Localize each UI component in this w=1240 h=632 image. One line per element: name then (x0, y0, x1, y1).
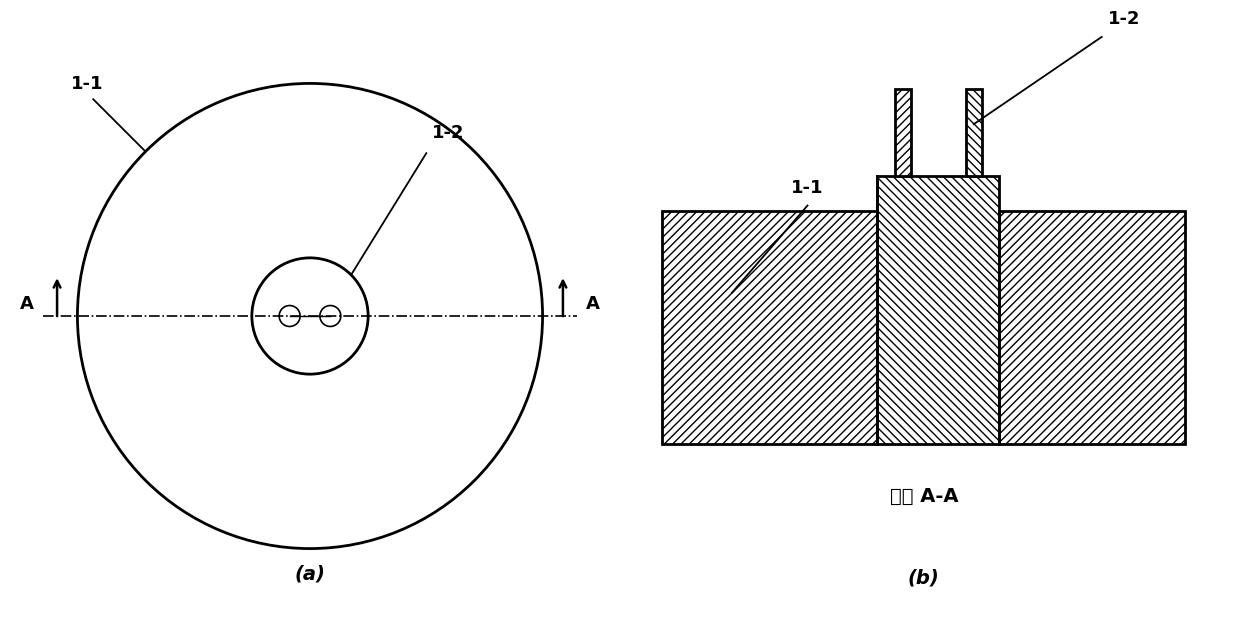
Text: (b): (b) (908, 568, 940, 587)
Bar (877, 176, 999, 444)
Bar (966, 89, 982, 176)
Bar (662, 211, 877, 444)
Text: (a): (a) (295, 564, 325, 583)
Text: 1-1: 1-1 (71, 75, 104, 94)
Text: 剑面 A-A: 剑面 A-A (889, 487, 959, 506)
Text: 1-2: 1-2 (1107, 10, 1140, 28)
Bar (999, 211, 1185, 444)
Text: 1-1: 1-1 (791, 179, 823, 197)
Text: 1-2: 1-2 (432, 124, 465, 142)
Text: A: A (20, 295, 33, 313)
Text: A: A (587, 295, 600, 313)
Bar (895, 89, 911, 176)
